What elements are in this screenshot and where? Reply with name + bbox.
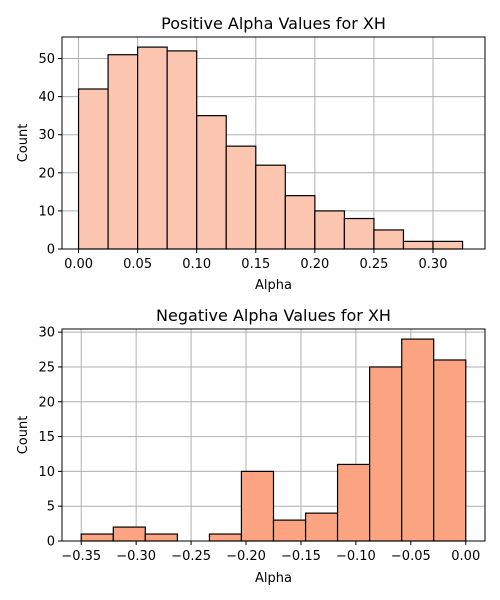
x-tick-label: −0.10 bbox=[336, 549, 376, 564]
x-tick-label: 0.10 bbox=[182, 257, 211, 272]
y-tick-label: 5 bbox=[47, 500, 55, 515]
histogram-bar bbox=[255, 164, 286, 250]
y-tick-label: 50 bbox=[38, 52, 55, 67]
y-axis-ticks: 0 5 10 15 20 25 30 bbox=[38, 326, 62, 550]
histogram-bar bbox=[433, 359, 467, 542]
y-axis-label: Count bbox=[16, 124, 31, 163]
chart-title: Negative Alpha Values for XH bbox=[156, 306, 391, 325]
x-tick-label: 0.15 bbox=[241, 257, 270, 272]
chart-title: Positive Alpha Values for XH bbox=[161, 14, 386, 33]
histogram-bar bbox=[80, 533, 114, 542]
x-tick-label: 0.00 bbox=[64, 257, 93, 272]
axes-frame bbox=[61, 36, 486, 250]
histogram-bar bbox=[137, 46, 168, 250]
x-tick-label: −0.05 bbox=[391, 549, 431, 564]
histogram-bar bbox=[240, 470, 275, 542]
histogram-bar bbox=[112, 526, 146, 542]
x-tick-label: 0.25 bbox=[359, 257, 388, 272]
x-tick-label: 0.20 bbox=[300, 257, 329, 272]
chart-negative-alpha: Negative Alpha Values for XH −0.35 −0.30−… bbox=[16, 306, 486, 586]
y-tick-label: 20 bbox=[38, 395, 55, 410]
x-tick-label: −0.30 bbox=[116, 549, 156, 564]
y-tick-label: 0 bbox=[47, 535, 55, 550]
histogram-bar bbox=[144, 533, 178, 542]
axes-frame bbox=[61, 328, 486, 542]
histogram-bar bbox=[225, 145, 257, 250]
x-tick-label: −0.15 bbox=[281, 549, 321, 564]
y-tick-label: 10 bbox=[38, 465, 55, 480]
histogram-bar bbox=[369, 366, 403, 542]
histogram-bar bbox=[401, 338, 435, 542]
x-axis-label: Alpha bbox=[255, 278, 292, 293]
histogram-bars bbox=[80, 338, 467, 542]
chart-positive-alpha: Positive Alpha Values for XH 0.00 0.05 0.1… bbox=[16, 14, 486, 293]
histogram-bar bbox=[107, 54, 139, 250]
y-tick-label: 20 bbox=[38, 166, 55, 181]
histogram-bar bbox=[272, 519, 307, 542]
x-axis-label: Alpha bbox=[255, 571, 292, 586]
histogram-bar bbox=[284, 195, 316, 250]
y-tick-label: 30 bbox=[38, 128, 55, 143]
x-axis-ticks: 0.00 0.05 0.10 0.15 0.20 0.25 0.30 bbox=[64, 249, 447, 272]
y-tick-label: 40 bbox=[38, 90, 55, 105]
histogram-bar bbox=[304, 512, 339, 542]
x-tick-label: −0.20 bbox=[226, 549, 266, 564]
y-axis-label: Count bbox=[16, 416, 31, 455]
x-tick-label: −0.35 bbox=[61, 549, 101, 564]
histogram-bar bbox=[314, 210, 345, 250]
y-tick-label: 25 bbox=[38, 360, 55, 375]
histogram-bars bbox=[77, 46, 464, 250]
histogram-bar bbox=[432, 240, 464, 250]
histogram-bar bbox=[77, 88, 109, 250]
x-tick-label: 0.05 bbox=[123, 257, 152, 272]
x-tick-label: 0.00 bbox=[451, 549, 480, 564]
histogram-bar bbox=[208, 533, 243, 542]
y-tick-label: 30 bbox=[38, 326, 55, 341]
histogram-bar bbox=[196, 115, 227, 250]
histogram-bar bbox=[373, 229, 405, 250]
histogram-bar bbox=[402, 240, 434, 250]
histogram-bar bbox=[343, 217, 375, 250]
y-tick-label: 15 bbox=[38, 430, 55, 445]
y-axis-ticks: 0 10 20 30 40 50 bbox=[38, 52, 62, 258]
y-tick-label: 0 bbox=[47, 243, 55, 258]
x-tick-label: 0.30 bbox=[419, 257, 448, 272]
y-tick-label: 10 bbox=[38, 204, 55, 219]
histogram-bar bbox=[336, 463, 371, 542]
histogram-bar bbox=[166, 50, 198, 250]
x-tick-label: −0.25 bbox=[171, 549, 211, 564]
x-axis-ticks: −0.35 −0.30 −0.25 −0.20 −0.15 −0.10 −0.05 0.00 bbox=[61, 541, 480, 564]
